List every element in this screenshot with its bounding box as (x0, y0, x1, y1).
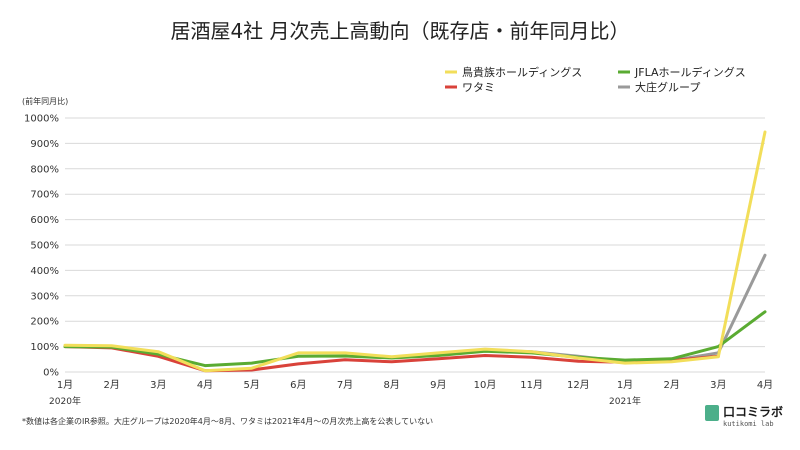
x-tick-label: 11月 (520, 379, 543, 391)
x-tick-label: 8月 (383, 379, 399, 391)
x-axis-ticks: 1月 2月 3月 4月 5月 6月 7月 8月 9月 10月 11月 12月 1月 2月 3月 4月 2020年… (49, 379, 773, 407)
series-line (63, 130, 767, 373)
x-tick-label: 10月 (474, 379, 497, 391)
legend-label: 大庄グループ (635, 80, 700, 94)
x-tick-label: 3月 (150, 379, 166, 391)
x-tick-label: 4月 (197, 379, 213, 391)
y-tick-label: 700% (30, 190, 59, 201)
y-tick-label: 500% (30, 241, 59, 252)
y-tick-label: 100% (30, 342, 59, 353)
y-tick-label: 0% (43, 368, 59, 379)
x-tick-label: 1月 (617, 379, 633, 391)
gridlines (65, 117, 765, 373)
legend-label: 鳥貴族ホールディングス (462, 65, 582, 79)
x-tick-label: 6月 (290, 379, 306, 391)
x-tick-label: 9月 (430, 379, 446, 391)
y-tick-label: 300% (30, 291, 59, 302)
x-tick-label: 1月 (57, 379, 73, 391)
x-tick-label: 7月 (337, 379, 353, 391)
legend-label: ワタミ (462, 81, 495, 94)
logo-subtitle: kutikomi lab (723, 420, 774, 428)
logo-icon (705, 405, 719, 421)
year-label: 2020年 (49, 395, 81, 407)
y-tick-label: 900% (30, 139, 59, 150)
y-axis-unit-label: (前年同月比) (22, 96, 68, 106)
y-tick-label: 1000% (24, 114, 59, 125)
y-tick-label: 400% (30, 266, 59, 277)
x-tick-label: 2月 (103, 379, 119, 391)
series-lines (63, 130, 767, 373)
chart-title: 居酒屋4社 月次売上高動向（既存店・前年同月比） (170, 19, 629, 43)
x-tick-label: 2月 (663, 379, 679, 391)
x-tick-label: 5月 (243, 379, 259, 391)
y-tick-label: 800% (30, 164, 59, 175)
year-label: 2021年 (609, 395, 641, 407)
footnote: *数値は各企業のIR参照。大庄グループは2020年4月〜8月、ワタミは2021年… (22, 416, 433, 426)
x-tick-label: 4月 (757, 379, 773, 391)
brand-logo: 口コミラボ kutikomi lab (705, 404, 783, 428)
y-tick-label: 600% (30, 215, 59, 226)
x-tick-label: 12月 (567, 379, 590, 391)
x-tick-label: 3月 (710, 379, 726, 391)
y-axis-ticks: 0% 100% 200% 300% 400% 500% 600% 700% 800% 900% 10… (24, 114, 59, 379)
legend-label: JFLAホールディングス (634, 65, 746, 79)
y-tick-label: 200% (30, 317, 59, 328)
logo-name: 口コミラボ (723, 404, 783, 419)
